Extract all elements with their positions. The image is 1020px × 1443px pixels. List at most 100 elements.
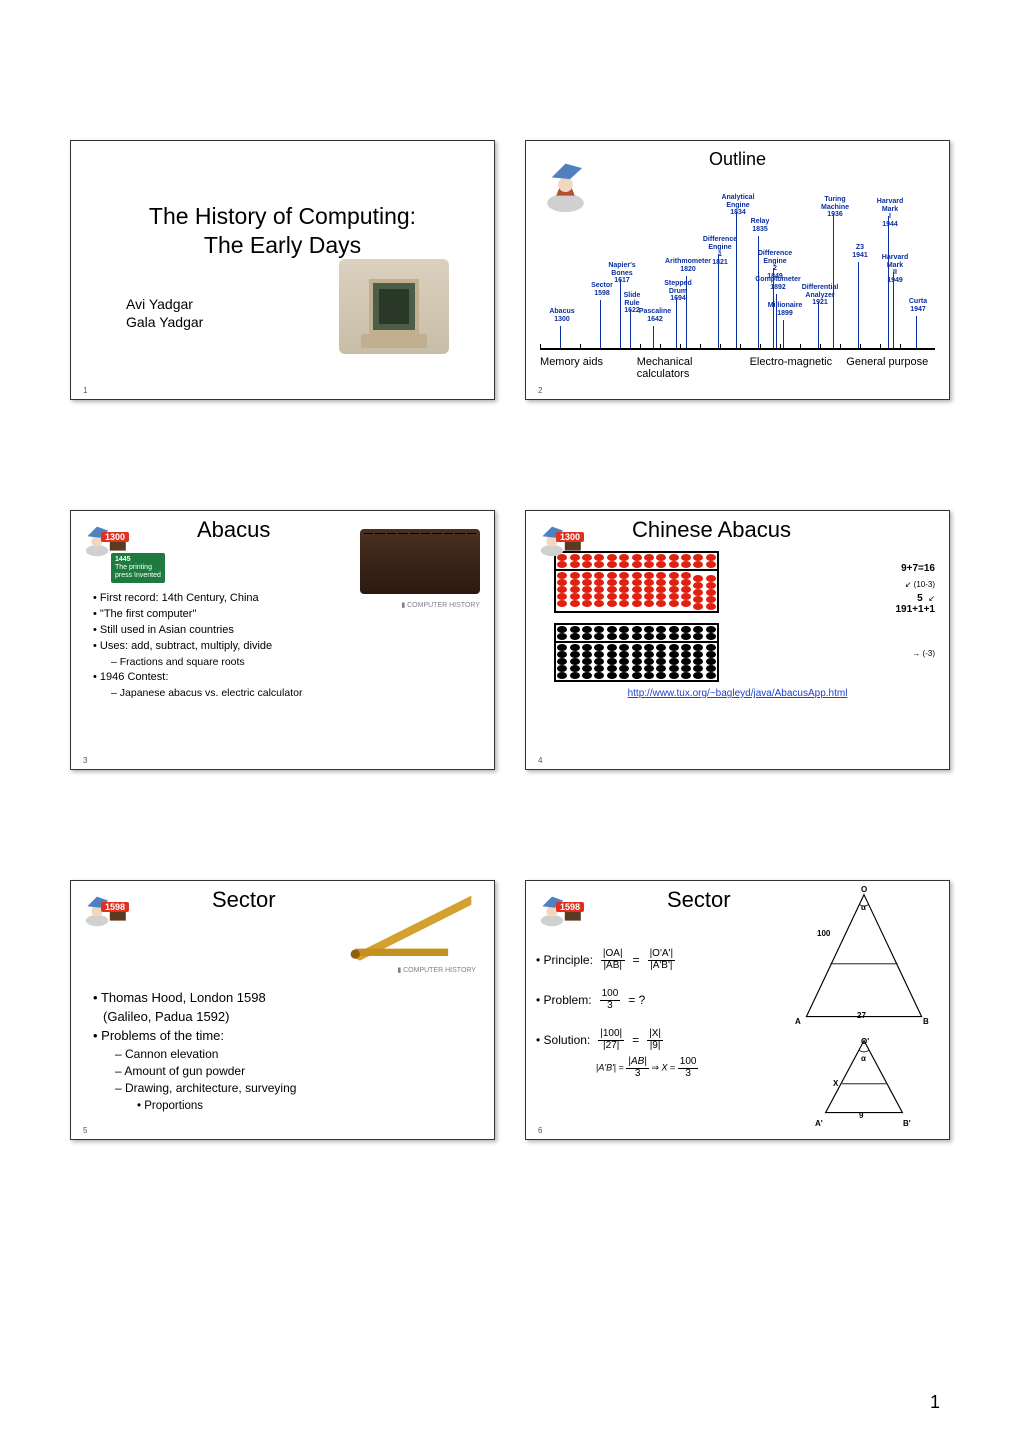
slide-4: 1300 Chinese Abacus [525,510,950,770]
slide1-title: The History of Computing: The Early Days [81,202,484,260]
sub-2: Japanese abacus vs. electric calculator [111,686,484,701]
sector-illustration: ▮ COMPUTER HISTORY [346,891,476,966]
slide4-title: Chinese Abacus [632,517,791,543]
timeline-event: Curta1947 [894,298,942,313]
timeline-event: Relay1835 [736,218,784,233]
eq3ald: |27| [603,1041,619,1052]
timeline-event: HarvardMarkI1944 [866,198,914,229]
timeline: Abacus1300Sector1598Napier'sBones1617Sli… [536,180,939,350]
eq3b: |A'B'| = |AB|3 ⇒ X = 1003 [596,1057,762,1079]
computer-illustration [339,259,449,354]
title-line2: The Early Days [204,232,361,258]
calc-r1: 9+7=16 [896,563,936,574]
eq2d: 3 [607,1001,613,1012]
wizard-icon: 1598 [81,887,136,919]
abacus-frame-2 [554,623,719,682]
abacus-photo [360,529,480,594]
slide-2: Outline Abacus1300Sector1598Napier'sBone… [525,140,950,400]
timeline-event: Comptometer1892 [754,276,802,291]
slide-grid: The History of Computing: The Early Days… [70,140,950,1140]
timeline-event: Napier'sBones1617 [598,262,646,285]
sub-1: Cannon elevation [115,1046,484,1063]
slide-number: 1 [83,386,87,395]
slide-number: 5 [83,1126,87,1135]
segment-mechanical: Mechanical calculators [637,356,742,380]
subsub-1: Proportions [137,1098,484,1115]
note-year: 1445 [115,556,131,563]
eq1ln: |OA| [601,949,625,961]
lbl-principle: Principle: [536,953,593,967]
seg-a: Memory aids [540,356,603,368]
slide-number: 2 [538,386,542,395]
timeline-event: DifferentialAnalyzer1921 [796,284,844,307]
eq3ard: |9| [650,1041,661,1052]
segment-electro: Electro-magnetic [750,356,839,380]
calc-r4: (-3) [923,649,935,658]
bullet-2: Problems of the time: [93,1027,484,1046]
abacus-link[interactable]: http://www.tux.org/~bagleyd/java/AbacusA… [536,688,939,699]
note-l2: press Invented [115,572,161,579]
triangle-diagrams: O α 100 A B 27 O' α X A' B' 9 [789,887,939,1127]
year-tag: 1300 [101,532,129,542]
note-l1: The printing [115,564,152,571]
seg-c: Electro-magnetic [750,356,833,368]
year-tag: 1598 [556,902,584,912]
pc-icon [369,279,419,334]
bullet-list: Thomas Hood, London 1598 (Galileo, Padua… [93,989,484,1114]
slide2-title: Outline [536,149,939,170]
t2-O: O' [861,1037,869,1046]
seg-b: Mechanical calculators [637,356,693,380]
slide-6: 1598 Sector Principle: |OA| |AB| = |O'A'… [525,880,950,1140]
calc-r3b: 191+1+1 [896,604,936,615]
bullet-1: Thomas Hood, London 1598 (Galileo, Padua… [93,989,484,1027]
t1-B: B [923,1017,929,1026]
t1-A: A [795,1017,801,1026]
slide-number: 6 [538,1126,542,1135]
sub-1: Fractions and square roots [111,655,484,670]
eq1rn: |O'A'| [648,949,675,961]
t1-O: O [861,885,867,894]
eq1rd: |A'B'| [650,961,672,972]
sub-2: Amount of gun powder [115,1063,484,1080]
timeline-event: HarvardMarkII1949 [871,254,919,285]
b1: Thomas Hood, London 1598 [101,990,266,1005]
eq3aln: |100| [598,1029,624,1041]
slide-1: The History of Computing: The Early Days… [70,140,495,400]
lbl-solution: Solution: [536,1033,590,1047]
eq3arn: |X| [647,1029,663,1041]
museum-logo: ▮ COMPUTER HISTORY [401,601,480,609]
segment-memory: Memory aids [540,356,629,380]
wizard-icon: 1300 [536,517,591,549]
timeline-event: SteppedDrum1694 [654,280,702,303]
slide6-title: Sector [667,887,731,913]
eq2r: = ? [628,993,645,1007]
bullet-4: Uses: add, subtract, multiply, divide [93,639,484,655]
slide3-title: Abacus [197,517,270,543]
slide-number: 4 [538,756,542,765]
timeline-event: Pascaline1642 [631,308,679,323]
author1: Avi Yadgar [126,296,193,312]
t2-X: X [833,1079,838,1088]
equations: Principle: |OA| |AB| = |O'A'| |A'B'| Pro… [536,949,762,1079]
printing-press-note: 1445 The printing press Invented [111,553,165,583]
sub-3: Drawing, architecture, surveying [115,1080,484,1097]
slide1-authors: Avi Yadgar Gala Yadgar [126,295,203,333]
calc-r3a: 5 [917,593,923,604]
t2-B: B' [903,1119,911,1128]
wizard-icon: 1300 [81,517,136,549]
bullet-2: "The first computer" [93,607,484,623]
bullet-5: 1946 Contest: [93,670,484,686]
year-tag: 1598 [101,902,129,912]
t1-100: 100 [817,929,830,938]
page-number: 1 [930,1392,940,1413]
eq2n: 100 [600,989,621,1001]
timeline-event: TuringMachine1936 [811,196,859,219]
slide5-title: Sector [212,887,276,913]
title-line1: The History of Computing: [149,203,416,229]
seg-d: General purpose [846,356,928,368]
t2-A: A' [815,1119,823,1128]
author2: Gala Yadgar [126,314,203,330]
timeline-event: Abacus1300 [538,308,586,323]
slide-3: 1300 Abacus 1445 The printing press Inve… [70,510,495,770]
lbl-problem: Problem: [536,993,592,1007]
